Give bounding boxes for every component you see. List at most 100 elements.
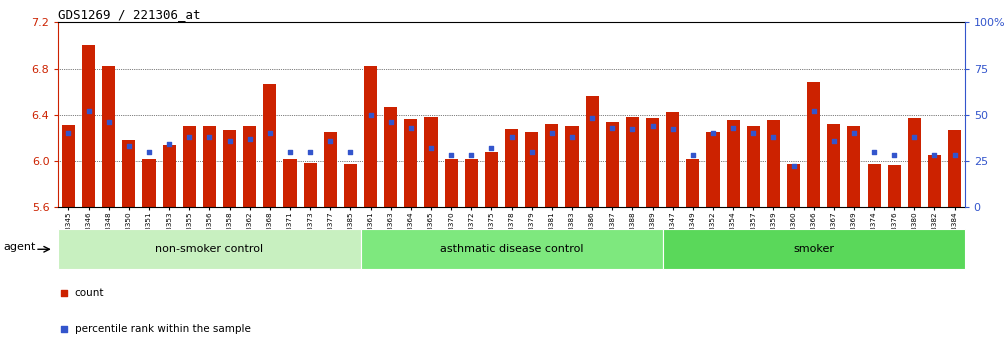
Point — [544, 130, 560, 136]
Bar — [162, 145, 175, 207]
Bar — [183, 126, 195, 207]
Bar — [465, 159, 477, 207]
Point — [161, 141, 177, 147]
Bar — [103, 66, 115, 207]
Bar — [405, 119, 417, 207]
Point — [201, 134, 218, 140]
Text: non-smoker control: non-smoker control — [155, 244, 264, 254]
Bar — [766, 120, 779, 207]
Point — [886, 152, 902, 158]
Bar — [82, 46, 95, 207]
Bar — [361, 229, 663, 269]
Point — [504, 134, 520, 140]
Text: agent: agent — [3, 242, 35, 252]
Point — [785, 164, 802, 169]
Point — [357, 161, 374, 167]
Point — [181, 134, 197, 140]
Bar — [123, 140, 135, 207]
Bar — [828, 124, 840, 207]
Point — [342, 149, 358, 155]
Point — [121, 143, 137, 149]
Bar — [323, 132, 336, 207]
Point — [242, 136, 258, 141]
Point — [383, 119, 399, 125]
Point — [423, 145, 439, 151]
Bar — [927, 155, 941, 207]
Bar — [888, 166, 900, 207]
Point — [906, 134, 922, 140]
Point — [765, 134, 781, 140]
Bar — [445, 159, 457, 207]
Bar — [485, 151, 497, 207]
Point — [826, 138, 842, 143]
Bar — [625, 117, 638, 207]
Bar — [606, 122, 618, 207]
Bar — [746, 126, 759, 207]
Point — [524, 149, 540, 155]
Bar — [808, 82, 820, 207]
Point — [141, 149, 157, 155]
Bar — [667, 112, 679, 207]
Bar — [264, 83, 276, 207]
Point — [443, 152, 459, 158]
Point — [363, 112, 379, 117]
Bar — [284, 159, 297, 207]
Bar — [203, 126, 217, 207]
Bar — [663, 229, 965, 269]
Point — [463, 152, 479, 158]
Bar — [707, 132, 719, 207]
Bar — [385, 107, 397, 207]
Bar — [224, 130, 236, 207]
Bar — [365, 66, 377, 207]
Bar — [787, 164, 800, 207]
Point — [101, 119, 117, 125]
Point — [403, 125, 419, 130]
Bar — [867, 164, 880, 207]
Point — [564, 134, 580, 140]
Point — [262, 130, 278, 136]
Text: GDS1269 / 221306_at: GDS1269 / 221306_at — [58, 8, 201, 21]
Point — [665, 127, 681, 132]
Point — [644, 123, 661, 129]
Bar — [58, 229, 361, 269]
Bar — [143, 159, 155, 207]
Point — [947, 152, 963, 158]
Point — [806, 108, 822, 114]
Point — [584, 116, 600, 121]
Point — [302, 149, 318, 155]
Bar — [586, 96, 598, 207]
Point — [866, 149, 882, 155]
Point — [322, 138, 338, 143]
Bar — [546, 124, 559, 207]
Point — [926, 152, 943, 158]
Text: smoker: smoker — [794, 244, 834, 254]
Point — [81, 108, 97, 114]
Bar — [566, 126, 578, 207]
Point — [60, 130, 77, 136]
Text: percentile rank within the sample: percentile rank within the sample — [75, 324, 251, 334]
Bar — [847, 126, 860, 207]
Bar — [304, 163, 316, 207]
Point — [705, 130, 721, 136]
Bar — [344, 164, 357, 207]
Text: asthmatic disease control: asthmatic disease control — [440, 244, 583, 254]
Bar — [687, 159, 700, 207]
Point — [624, 127, 640, 132]
Bar — [726, 120, 739, 207]
Point — [745, 130, 761, 136]
Point — [685, 152, 701, 158]
Point — [604, 125, 620, 130]
Bar — [244, 126, 257, 207]
Bar — [907, 118, 920, 207]
Point — [483, 145, 499, 151]
Point — [846, 130, 862, 136]
Point — [282, 149, 298, 155]
Bar — [506, 129, 518, 207]
Text: count: count — [75, 288, 104, 298]
Point — [725, 125, 741, 130]
Bar — [61, 125, 75, 207]
Bar — [526, 132, 538, 207]
Point — [222, 138, 238, 143]
Bar — [425, 117, 437, 207]
Bar — [646, 118, 659, 207]
